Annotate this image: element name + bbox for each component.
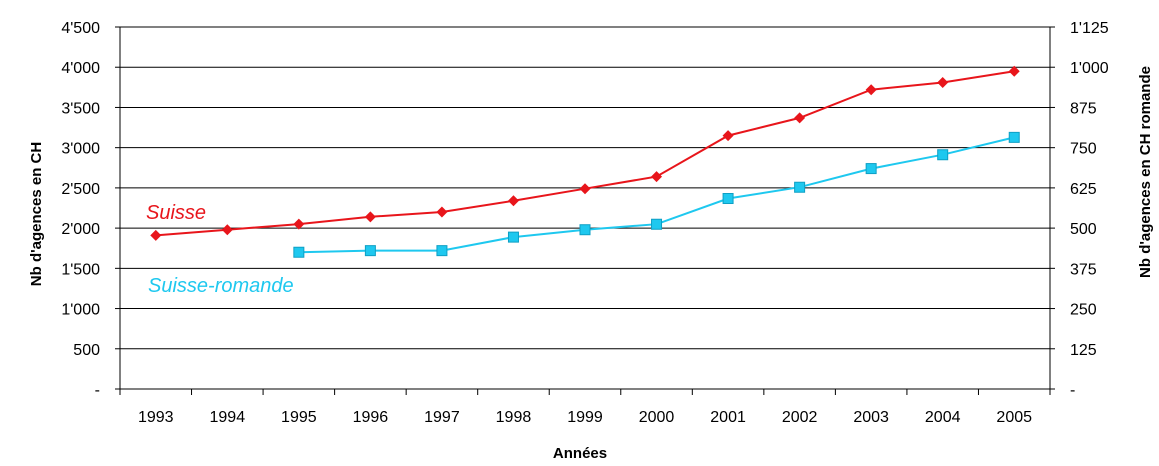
x-tick-label: 2000 [639,409,675,426]
data-point-marker [651,218,663,230]
series-line [155,70,1015,237]
x-axis-title: Années [553,445,607,462]
right-tick-label: 375 [1070,261,1097,278]
x-tick-label: 1998 [496,409,532,426]
right-tick-label: 750 [1070,141,1097,158]
data-point-marker [794,112,806,124]
x-tick-label: 2004 [925,409,961,426]
data-point-marker [507,231,519,243]
x-tick-label: 1999 [567,409,603,426]
right-tick-label: 125 [1070,342,1097,359]
left-axis-title: Nb d'agences en CH [28,142,45,286]
right-tick-label: 250 [1070,302,1097,319]
left-tick-label: 2'500 [61,181,100,198]
data-point-marker [937,149,949,161]
x-tick-label: 2005 [996,409,1032,426]
axes [115,26,1055,395]
data-point-marker [579,224,591,236]
data-point-marker [794,181,806,193]
right-tick-label: 1'125 [1070,20,1109,37]
left-tick-label: 2'000 [61,221,100,238]
right-tick-label: 500 [1070,221,1097,238]
data-point-marker [436,206,448,218]
x-tick-label: 2003 [853,409,889,426]
x-tick-label: 2002 [782,409,818,426]
data-point-marker [865,84,877,96]
data-point-marker [436,245,448,257]
right-axis-tick-labels: - 125 250 375 500 625 750 875 1'000 1'125 [1070,20,1109,399]
data-point-marker [221,224,233,236]
series-markers [150,65,1020,258]
right-tick-label: - [1070,382,1075,399]
data-point-marker [1008,131,1020,143]
x-axis-tick-labels: 1993 1994 1995 1996 1997 1998 1999 2000 2001 2002… [138,409,1032,426]
series-label-suisse: Suisse [146,202,206,224]
x-tick-label: 1997 [424,409,460,426]
x-tick-label: 1996 [353,409,389,426]
data-point-marker [293,218,305,230]
left-tick-label: 3'500 [61,100,100,117]
data-point-marker [150,229,162,241]
left-tick-label: 3'000 [61,141,100,158]
data-point-marker [507,195,519,207]
data-point-marker [1008,65,1020,77]
title-fragment [150,0,156,9]
left-tick-label: 4'000 [61,60,100,77]
left-axis-tick-labels: - 500 1'000 1'500 2'000 2'500 3'000 3'500 4'000 4… [61,20,100,399]
left-tick-label: - [95,382,100,399]
data-point-marker [579,183,591,195]
data-point-marker [293,246,305,258]
x-tick-label: 1993 [138,409,174,426]
x-tick-label: 2001 [710,409,746,426]
data-point-marker [722,130,734,142]
data-point-marker [364,211,376,223]
right-tick-label: 875 [1070,100,1097,117]
x-tick-label: 1995 [281,409,317,426]
data-point-marker [937,77,949,89]
series-label-suisse-romande: Suisse-romande [148,275,294,297]
data-point-marker [364,245,376,257]
left-tick-label: 500 [73,342,100,359]
series-line [298,136,1015,254]
left-tick-label: 1'000 [61,302,100,319]
x-tick-label: 1994 [210,409,246,426]
right-axis-title: Nb d'agences en CH romande [1137,66,1154,278]
data-point-marker [722,193,734,205]
left-tick-label: 4'500 [61,20,100,37]
data-point-marker [651,171,663,183]
data-point-marker [865,163,877,175]
left-tick-label: 1'500 [61,261,100,278]
right-tick-label: 1'000 [1070,60,1109,77]
right-tick-label: 625 [1070,181,1097,198]
